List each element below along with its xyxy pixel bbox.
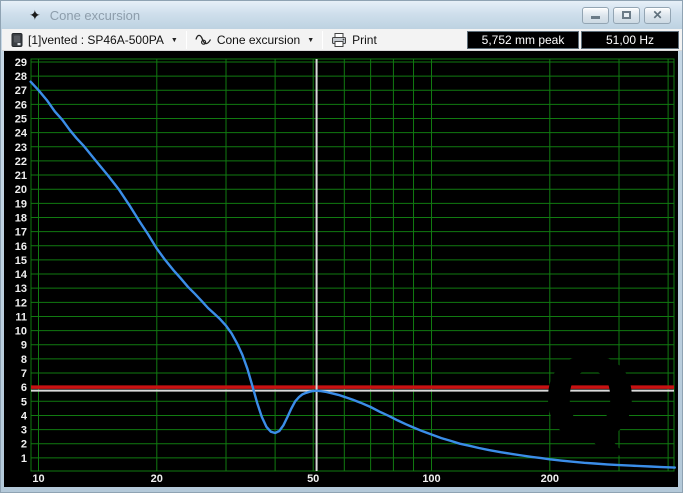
plot-border (30, 58, 675, 472)
window-title: Cone excursion (49, 7, 141, 23)
y-tick-label: 16 (15, 241, 27, 253)
y-tick-label: 7 (21, 368, 27, 380)
printer-icon (332, 32, 347, 47)
chevron-down-icon: ▼ (307, 36, 315, 44)
chevron-down-icon: ▼ (170, 36, 178, 44)
print-label: Print (352, 32, 377, 47)
x-tick-label: 50 (307, 473, 319, 485)
y-tick-label: 11 (15, 311, 27, 323)
window-controls: ✕ (582, 6, 671, 24)
excursion-curve (29, 80, 676, 469)
driver-selector-label: [1]vented : SP46A-500PA (28, 32, 164, 47)
toolbar-separator (322, 30, 324, 49)
y-tick-label: 3 (21, 425, 27, 437)
y-tick-label: 10 (15, 326, 27, 338)
x-tick-label: 20 (151, 473, 163, 485)
toolbar-separator (185, 30, 187, 49)
y-tick-label: 17 (15, 227, 27, 239)
print-button[interactable]: Print (326, 30, 382, 50)
y-tick-label: 9 (21, 340, 27, 352)
close-button[interactable]: ✕ (644, 6, 671, 24)
graph-type-label: Cone excursion (216, 32, 301, 47)
sine-wave-icon (195, 34, 211, 45)
driver-selector[interactable]: [1]vented : SP46A-500PA ▼ (6, 30, 183, 50)
y-tick-label: 21 (15, 170, 27, 182)
peak-readout: 5,752 mm peak (467, 30, 579, 49)
x-tick-label: 10 (32, 473, 44, 485)
y-tick-label: 2 (21, 439, 27, 451)
y-tick-label: 19 (15, 198, 27, 210)
y-tick-label: 29 (15, 57, 27, 69)
y-tick-label: 27 (15, 85, 27, 97)
driver-icon (11, 32, 23, 47)
y-tick-label: 22 (15, 156, 27, 168)
window-star-icon: ✦ (29, 7, 41, 23)
frequency-readout: 51,00 Hz (581, 30, 679, 49)
y-tick-label: 4 (21, 410, 28, 422)
y-tick-label: 23 (15, 142, 27, 154)
y-tick-label: 14 (15, 269, 28, 281)
maximize-button[interactable] (613, 6, 640, 24)
y-tick-label: 18 (15, 212, 27, 224)
minimize-button[interactable] (582, 6, 609, 24)
close-icon: ✕ (652, 8, 663, 22)
y-tick-label: 28 (15, 71, 27, 83)
y-tick-label: 6 (21, 382, 27, 394)
titlebar[interactable]: ✦ Cone excursion ✕ (1, 1, 682, 29)
y-tick-label: 8 (21, 354, 27, 366)
minimize-icon (591, 15, 600, 19)
watermark-q: Q (542, 336, 637, 466)
y-tick-label: 5 (21, 396, 27, 408)
y-tick-label: 26 (15, 99, 27, 111)
y-tick-label: 1 (21, 453, 27, 465)
y-tick-label: 24 (15, 128, 28, 140)
y-tick-label: 25 (15, 114, 27, 126)
maximize-icon (622, 11, 631, 19)
y-tick-label: 20 (15, 184, 27, 196)
cone-excursion-chart[interactable]: Q 10 20 50 100 200 1 2 3 4 5 6 7 8 9 10 11 12 13 14 15 16 17 18… (4, 51, 678, 487)
x-tick-label: 100 (422, 473, 440, 485)
y-tick-label: 13 (15, 283, 27, 295)
chart-canvas[interactable]: Q10 20 50 100 200123456789101112131415161718… (4, 51, 678, 487)
x-tick-label: 200 (541, 473, 559, 485)
toolbar: [1]vented : SP46A-500PA ▼ Cone excursion… (2, 29, 682, 51)
graph-type-selector[interactable]: Cone excursion ▼ (190, 30, 319, 50)
chart-background (4, 51, 678, 487)
y-tick-label: 12 (15, 297, 27, 309)
y-tick-label: 15 (15, 255, 27, 267)
